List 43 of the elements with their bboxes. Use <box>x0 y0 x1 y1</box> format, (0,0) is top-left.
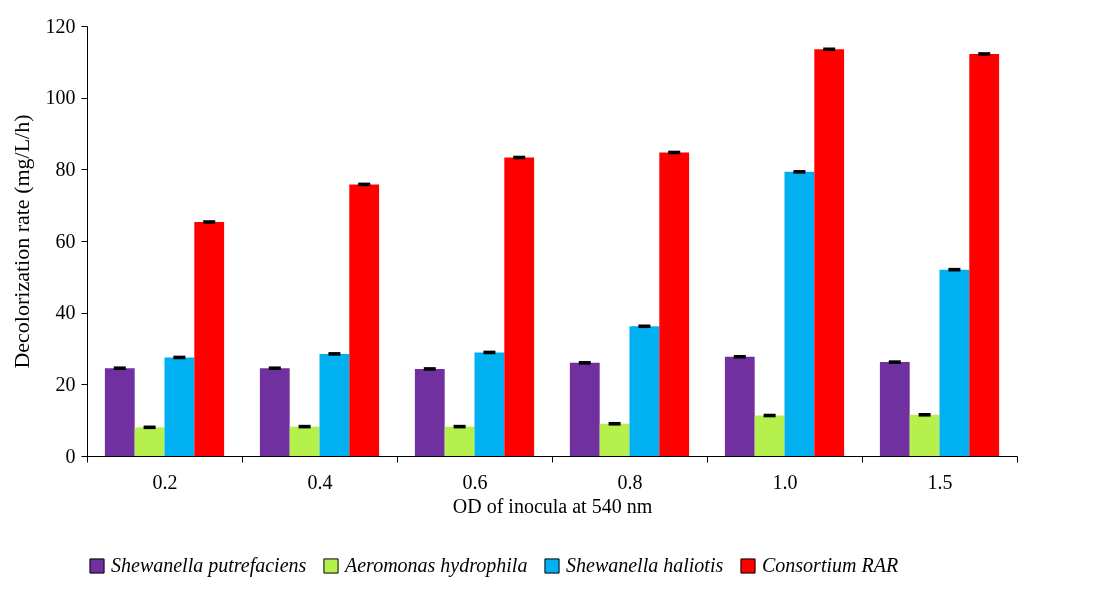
bar <box>474 352 505 456</box>
bar <box>569 362 600 456</box>
bar <box>599 423 630 456</box>
x-tick-label: 1.5 <box>927 470 953 493</box>
bar <box>724 356 755 456</box>
bar <box>104 368 135 456</box>
legend-label: Shewanella haliotis <box>566 554 724 576</box>
bar <box>349 184 380 456</box>
legend-label: Shewanella putrefaciens <box>111 554 307 577</box>
bar <box>909 414 940 456</box>
bar <box>879 362 910 456</box>
y-tick-label: 40 <box>55 301 76 324</box>
bar <box>969 53 1000 456</box>
x-tick-label: 0.4 <box>307 470 333 493</box>
bar <box>784 171 815 456</box>
y-tick-label: 0 <box>65 444 76 467</box>
bar <box>629 326 660 456</box>
bar <box>659 152 690 456</box>
y-tick-label: 100 <box>45 86 76 109</box>
y-tick-label: 120 <box>45 14 76 37</box>
y-tick-label: 80 <box>55 157 76 180</box>
x-tick-label: 0.8 <box>617 470 643 493</box>
bar <box>939 269 970 456</box>
bar <box>414 368 445 456</box>
bar <box>444 426 475 456</box>
bar <box>134 427 165 456</box>
x-tick-label: 0.6 <box>462 470 488 493</box>
y-axis-title: Decolorization rate (mg/L/h) <box>8 114 34 369</box>
x-tick-label: 1.0 <box>772 470 798 493</box>
bar <box>194 222 225 456</box>
legend-label: Consortium RAR <box>762 554 899 576</box>
bar <box>259 368 290 456</box>
y-tick-label: 60 <box>55 229 76 252</box>
legend-label: Aeromonas hydrophila <box>343 554 528 577</box>
y-tick-label: 20 <box>55 372 76 395</box>
bar <box>319 353 350 456</box>
bar <box>164 357 195 456</box>
x-tick-label: 0.2 <box>152 470 178 493</box>
bar <box>289 426 320 456</box>
bar <box>754 415 785 456</box>
bar <box>504 157 535 456</box>
bar <box>814 49 845 456</box>
x-axis-title: OD of inocula at 540 nm <box>452 494 653 517</box>
